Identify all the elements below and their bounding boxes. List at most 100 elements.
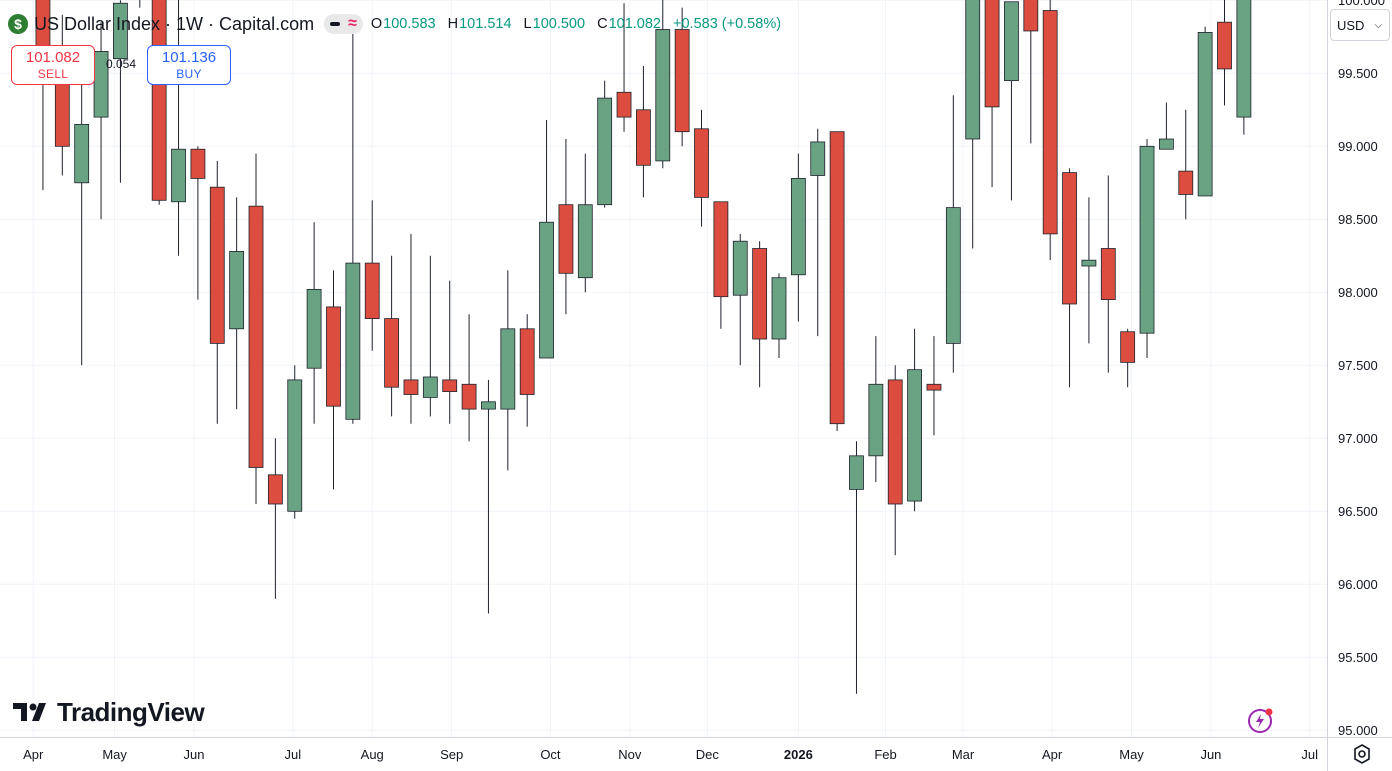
candle-body xyxy=(539,221,554,359)
candle-body xyxy=(1023,0,1039,32)
candle-body xyxy=(1062,172,1077,305)
chevron-down-icon: ⌵ xyxy=(1374,19,1383,31)
candle-body xyxy=(248,205,264,468)
candle-body xyxy=(519,328,535,395)
wave-icon[interactable]: ≈ xyxy=(348,15,357,32)
candle-body xyxy=(1042,10,1058,235)
x-tick-label: Jul xyxy=(1301,747,1318,762)
x-tick-label: Apr xyxy=(1042,747,1063,762)
y-tick-label: 99.500 xyxy=(1338,66,1378,81)
candle-body xyxy=(616,91,632,118)
flash-icon[interactable] xyxy=(1246,706,1276,736)
candle-body xyxy=(1100,248,1116,300)
logo-text: TradingView xyxy=(57,696,205,727)
sell-price: 101.082 xyxy=(25,49,81,66)
y-tick-label: 97.500 xyxy=(1338,358,1378,373)
buy-label: BUY xyxy=(176,67,202,81)
candle-body xyxy=(171,148,186,203)
y-tick-label: 95.000 xyxy=(1338,723,1378,738)
candle-body xyxy=(267,474,283,505)
x-tick-label: May xyxy=(102,747,127,762)
tradingview-logo[interactable]: TradingView xyxy=(13,696,205,727)
candle-body xyxy=(694,128,709,198)
y-tick-label: 100.000 xyxy=(1338,0,1385,8)
y-tick-label: 96.000 xyxy=(1338,577,1378,592)
candle-body xyxy=(655,29,671,162)
candle-body xyxy=(442,379,458,392)
candle-body xyxy=(907,369,922,502)
candle-body xyxy=(1139,145,1155,334)
candle-body xyxy=(500,328,516,410)
y-tick-label: 98.500 xyxy=(1338,212,1378,227)
candle-body xyxy=(1178,170,1194,195)
candle-body xyxy=(209,186,225,344)
y-tick-label: 99.000 xyxy=(1338,139,1378,154)
candle-body xyxy=(306,288,322,369)
indicator-toggle[interactable]: ≈ xyxy=(324,14,363,34)
minimize-icon[interactable] xyxy=(330,22,341,26)
ohlc-readout: O100.583 H101.514 L100.500 C101.082 +0.5… xyxy=(370,16,782,32)
x-tick-label: Mar xyxy=(952,747,975,762)
x-tick-label: Dec xyxy=(696,747,720,762)
sell-button[interactable]: 101.082 SELL xyxy=(11,45,95,85)
candle-body xyxy=(1236,0,1252,118)
currency-label: USD xyxy=(1337,17,1365,33)
y-tick-label: 97.000 xyxy=(1338,431,1378,446)
candle-body xyxy=(422,376,438,398)
chart-header: $ US Dollar Index · 1W · Capital.com ≈ O… xyxy=(8,11,781,37)
candle-body xyxy=(945,207,961,344)
candle-body xyxy=(752,248,768,340)
candle-body xyxy=(326,306,341,407)
candle-body xyxy=(481,401,496,410)
x-tick-label: Oct xyxy=(540,747,561,762)
candle-body xyxy=(790,178,806,276)
candle-body xyxy=(1217,21,1232,70)
x-tick-label: Nov xyxy=(618,747,642,762)
dollar-icon: $ xyxy=(8,14,28,34)
candle-body xyxy=(461,383,477,410)
candle-body xyxy=(849,455,864,490)
buy-price: 101.136 xyxy=(161,49,217,66)
settings-icon[interactable] xyxy=(1351,743,1373,765)
candle-body xyxy=(1120,331,1136,363)
candle-body xyxy=(364,262,380,319)
buy-button[interactable]: 101.136 BUY xyxy=(147,45,231,85)
candle-body xyxy=(403,379,419,395)
x-tick-label: Jun xyxy=(184,747,205,762)
sell-label: SELL xyxy=(37,67,69,81)
candle-body xyxy=(345,262,361,420)
x-tick-label: Jun xyxy=(1200,747,1221,762)
x-tick-label: Apr xyxy=(23,747,44,762)
x-tick-label: Aug xyxy=(361,747,384,762)
candle-body xyxy=(887,379,903,505)
candle-body xyxy=(868,383,884,457)
close-value: 101.082 xyxy=(608,16,661,32)
candle-body xyxy=(829,131,845,425)
x-tick-label: 2026 xyxy=(784,747,813,762)
y-tick-label: 98.000 xyxy=(1338,285,1378,300)
candle-body xyxy=(597,97,613,206)
candle-body xyxy=(1081,259,1097,267)
candle-body xyxy=(965,0,981,140)
x-tick-label: May xyxy=(1119,747,1144,762)
candle-body xyxy=(287,379,303,512)
x-tick-label: Feb xyxy=(874,747,896,762)
candle-body xyxy=(810,141,826,176)
candle-body xyxy=(229,251,245,330)
candle-body xyxy=(1159,138,1174,150)
x-tick-label: Sep xyxy=(440,747,463,762)
candle-body xyxy=(713,201,729,298)
change-value: +0.583 (+0.58%) xyxy=(673,16,782,32)
currency-dropdown[interactable]: USD ⌵ xyxy=(1330,9,1390,41)
low-value: 100.500 xyxy=(532,16,586,32)
candle-body xyxy=(732,240,748,296)
spread-value: 0.054 xyxy=(105,57,137,71)
open-value: 100.583 xyxy=(383,16,436,32)
candle-body xyxy=(190,148,206,179)
candle-body xyxy=(1197,32,1213,197)
candle-body xyxy=(1004,1,1019,81)
candle-body xyxy=(74,124,90,184)
symbol-title[interactable]: US Dollar Index · 1W · Capital.com xyxy=(34,13,315,34)
candle-body xyxy=(577,204,593,279)
